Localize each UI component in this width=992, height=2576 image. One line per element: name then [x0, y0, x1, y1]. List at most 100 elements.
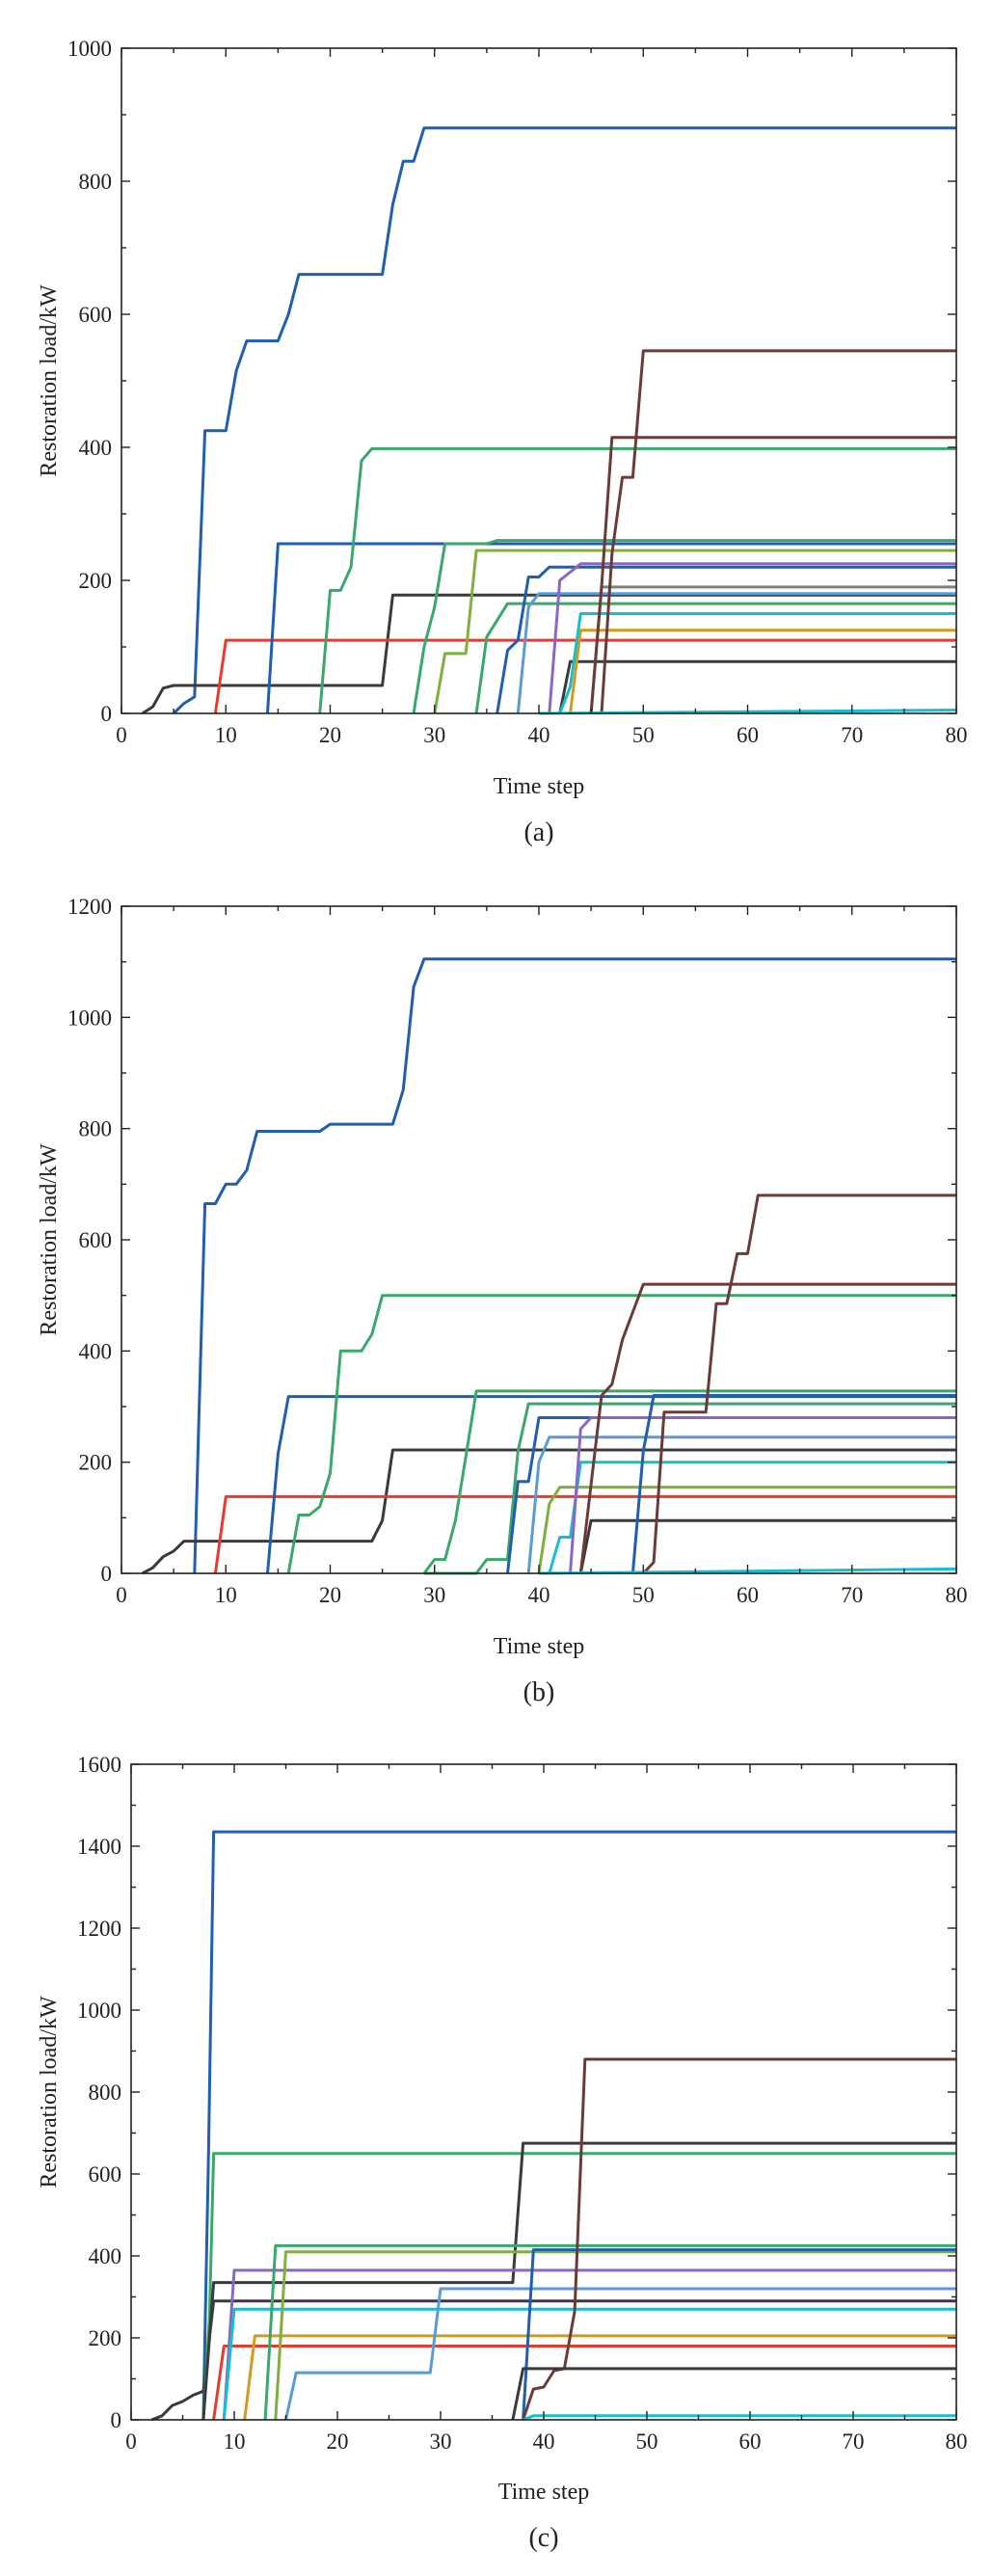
series-line	[263, 2243, 956, 2421]
y-tick-label: 1200	[77, 1917, 121, 1941]
y-tick-label: 0	[101, 702, 113, 726]
y-tick-label: 600	[89, 2162, 122, 2187]
y-tick-label: 1000	[67, 37, 112, 61]
y-axis-label: Restoration load/kW	[37, 1143, 62, 1336]
y-tick-label: 1000	[67, 1006, 112, 1030]
series-line	[173, 126, 956, 715]
y-tick-label: 800	[79, 1117, 113, 1141]
series-line	[523, 2414, 956, 2422]
y-tick-label: 1000	[77, 1999, 121, 2023]
x-tick-label: 0	[125, 2429, 137, 2454]
series-line	[578, 1282, 956, 1574]
series-line	[600, 349, 956, 714]
y-tick-label: 1600	[77, 1753, 121, 1777]
series-line	[522, 2248, 956, 2421]
y-tick-label: 200	[89, 2326, 122, 2350]
x-tick-label: 70	[841, 723, 863, 747]
series-line	[569, 1416, 956, 1574]
x-tick-label: 30	[423, 723, 445, 747]
x-axis-label: Time step	[494, 774, 584, 799]
y-tick-label: 1200	[67, 895, 112, 919]
series-line	[526, 1436, 956, 1574]
x-tick-label: 20	[327, 2429, 349, 2454]
series-line	[569, 629, 956, 714]
series-line	[558, 659, 956, 714]
y-axis-label: Restoration load/kW	[37, 284, 62, 477]
series-line	[243, 2334, 956, 2421]
series-line	[141, 1448, 956, 1575]
x-tick-label: 70	[843, 2429, 865, 2454]
series-line	[213, 1494, 956, 1574]
series-line	[630, 1394, 956, 1574]
x-tick-label: 60	[737, 1583, 759, 1607]
series-line	[496, 565, 956, 714]
series-line	[516, 592, 956, 714]
y-tick-label: 400	[79, 436, 113, 460]
series-line	[201, 1830, 956, 2421]
x-tick-label: 0	[116, 723, 127, 747]
series-line	[537, 1486, 956, 1574]
y-tick-label: 200	[79, 569, 113, 593]
series-line	[212, 2345, 956, 2421]
series-line	[589, 585, 956, 714]
x-tick-label: 80	[946, 2429, 968, 2454]
series-line	[412, 539, 956, 714]
series-line	[284, 2287, 956, 2421]
x-tick-label: 40	[533, 2429, 555, 2454]
y-tick-label: 400	[89, 2244, 122, 2268]
y-tick-label: 200	[79, 1451, 113, 1475]
series-line	[642, 1194, 956, 1575]
panel-caption: (b)	[523, 1677, 555, 1707]
series-line	[422, 1389, 956, 1574]
series-line	[433, 549, 956, 714]
series-line	[522, 2057, 956, 2421]
series-line	[511, 2367, 956, 2421]
x-tick-label: 60	[737, 723, 759, 747]
series-line	[589, 436, 956, 714]
series-line	[266, 1395, 956, 1574]
x-tick-label: 60	[739, 2429, 762, 2454]
series-group	[150, 1830, 956, 2422]
y-tick-label: 1400	[77, 1835, 121, 1859]
x-tick-label: 50	[632, 723, 655, 747]
series-line	[193, 957, 956, 1574]
series-line	[318, 446, 956, 714]
x-tick-label: 30	[423, 1583, 445, 1607]
chart-panel: 0 10 20 30 40 50 60 70 80020040060080010001200Ti…	[37, 895, 968, 1707]
y-tick-label: 600	[79, 1228, 113, 1252]
x-tick-label: 10	[215, 723, 237, 747]
series-line	[274, 2250, 956, 2421]
series-line	[141, 593, 956, 715]
x-axis-label: Time step	[494, 1634, 584, 1659]
y-tick-label: 800	[79, 170, 113, 194]
y-tick-label: 600	[79, 303, 113, 327]
plot-frame	[130, 1763, 957, 2421]
series-line	[548, 562, 956, 714]
series-line	[474, 602, 956, 714]
series-group	[141, 957, 957, 1575]
x-tick-label: 20	[319, 723, 341, 747]
series-group	[141, 126, 957, 715]
series-line	[548, 1461, 956, 1574]
series-line	[266, 542, 956, 714]
x-tick-label: 30	[430, 2429, 452, 2454]
y-axis-label: Restoration load/kW	[37, 1996, 62, 2188]
y-tick-label: 0	[111, 2408, 122, 2432]
series-line	[222, 2307, 956, 2421]
x-tick-label: 10	[215, 1583, 237, 1607]
y-tick-label: 800	[89, 2080, 122, 2105]
series-line	[201, 2141, 956, 2421]
x-tick-label: 40	[528, 1583, 550, 1607]
y-tick-label: 0	[101, 1562, 113, 1586]
y-tick-label: 400	[79, 1339, 113, 1363]
series-line	[286, 1294, 956, 1574]
x-tick-label: 80	[946, 723, 968, 747]
series-line	[213, 638, 956, 714]
x-tick-label: 20	[319, 1583, 341, 1607]
x-axis-label: Time step	[498, 2480, 589, 2505]
x-tick-label: 50	[636, 2429, 658, 2454]
panel-caption: (a)	[523, 818, 553, 847]
